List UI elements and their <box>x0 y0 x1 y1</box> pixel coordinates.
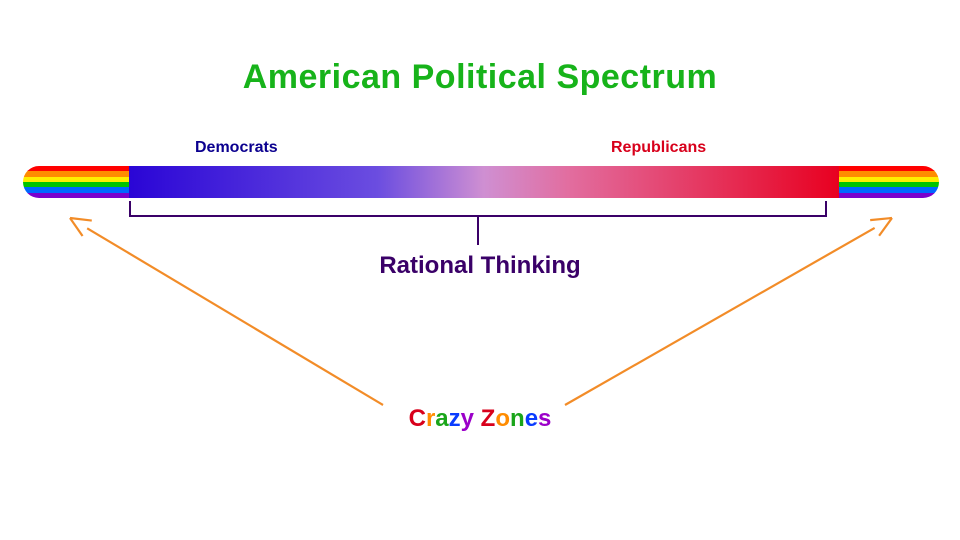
crazy-letter: n <box>510 405 525 432</box>
crazy-letter: a <box>435 405 448 432</box>
arrow-head <box>70 218 92 221</box>
crazy-letter: Z <box>481 405 496 432</box>
crazy-letter: z <box>449 405 461 432</box>
rational-bracket <box>129 201 827 217</box>
arrow-head <box>70 218 83 236</box>
crazy-letter: o <box>495 405 510 432</box>
crazy-letter: e <box>525 405 538 432</box>
rational-bracket-stem <box>477 217 479 245</box>
democrats-label: Democrats <box>195 139 278 157</box>
page-title: American Political Spectrum <box>0 58 960 97</box>
rational-thinking-label: Rational Thinking <box>0 252 960 280</box>
blue-red-gradient <box>129 166 839 198</box>
arrow-head <box>879 218 892 236</box>
crazy-letter <box>474 405 481 432</box>
crazy-letter: r <box>426 405 435 432</box>
republicans-label: Republicans <box>611 139 706 157</box>
crazy-letter: s <box>538 405 551 432</box>
arrow-head <box>870 218 892 220</box>
spectrum-bar <box>23 166 939 198</box>
crazy-letter: y <box>461 405 474 432</box>
crazy-letter: C <box>409 405 426 432</box>
crazy-zones-label: Crazy Zones <box>0 405 960 433</box>
